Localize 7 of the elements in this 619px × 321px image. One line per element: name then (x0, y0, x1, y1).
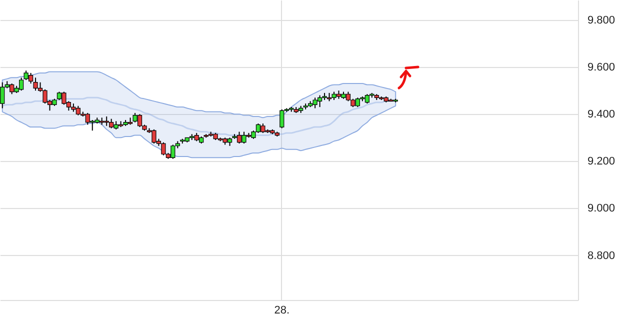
x-tick-label: 28. (274, 304, 290, 316)
y-tick-label: 9.400 (588, 108, 616, 121)
y-tick-label: 8.800 (588, 250, 616, 262)
y-tick-label: 9.800 (588, 14, 616, 26)
y-tick-label: 9.600 (588, 62, 616, 74)
y-tick-label: 9.200 (588, 156, 616, 168)
y-tick-label: 9.000 (588, 202, 616, 215)
